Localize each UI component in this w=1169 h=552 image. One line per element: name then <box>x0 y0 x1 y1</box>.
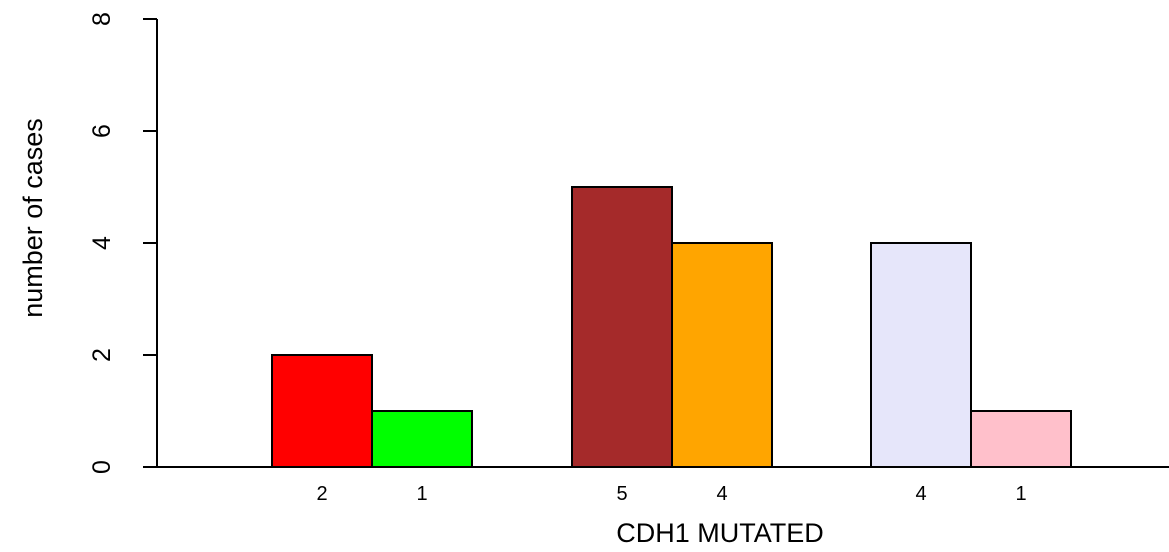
bar-value-label: 4 <box>716 483 727 505</box>
bar <box>671 242 773 468</box>
x-axis-title: CDH1 MUTATED <box>616 518 824 548</box>
y-tick-label: 2 <box>88 348 116 362</box>
bar <box>271 354 373 468</box>
bar-value-label: 1 <box>416 483 427 505</box>
y-tick-label: 4 <box>88 236 116 250</box>
bar-value-label: 5 <box>616 483 627 505</box>
y-axis: 0 2 4 6 8 <box>88 12 158 474</box>
bar <box>970 410 1072 468</box>
y-tick-label: 0 <box>88 460 116 474</box>
bar <box>371 410 473 468</box>
bar-value-label: 4 <box>915 483 926 505</box>
y-tick-label: 8 <box>88 12 116 26</box>
bar-value-label: 1 <box>1015 483 1026 505</box>
y-tick-label: 6 <box>88 124 116 138</box>
y-axis-title: number of cases <box>18 118 48 318</box>
bar-value-label: 2 <box>316 483 327 505</box>
bar <box>870 242 972 468</box>
bar <box>571 186 673 468</box>
bars <box>271 186 1072 468</box>
bar-labels: 2 1 5 4 4 1 <box>316 483 1026 505</box>
